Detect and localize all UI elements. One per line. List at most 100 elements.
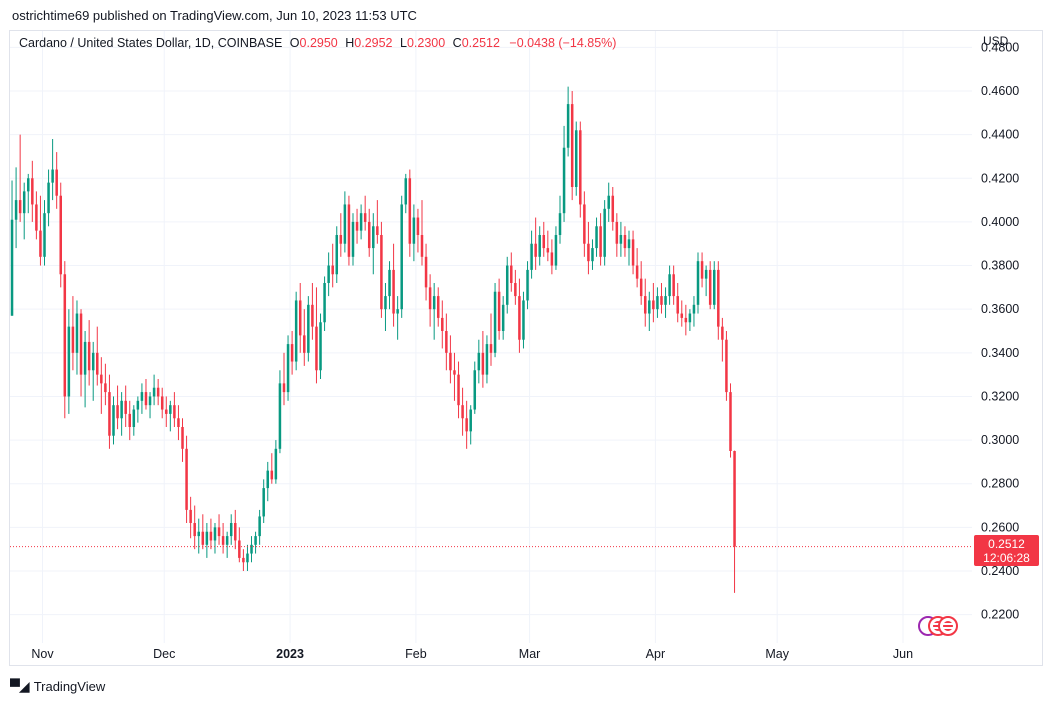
x-tick-label: Dec — [153, 647, 175, 661]
candle-body — [510, 265, 513, 283]
candle-body — [87, 341, 91, 371]
candle-body — [538, 235, 541, 257]
candle-body — [485, 344, 489, 375]
candle — [530, 230, 533, 279]
y-tick-label: 0.4600 — [981, 84, 1019, 98]
candle-body — [79, 313, 83, 375]
candle — [189, 496, 192, 539]
candle — [201, 514, 205, 550]
candle-body — [676, 296, 679, 314]
candle — [209, 518, 213, 550]
candle — [729, 383, 732, 458]
candle — [10, 180, 14, 316]
tradingview-logo[interactable]: ▀◢ TradingView — [10, 678, 105, 695]
candle-body — [242, 557, 245, 563]
candle — [14, 167, 18, 249]
candle — [136, 396, 140, 423]
candle — [47, 169, 50, 227]
candle — [652, 283, 655, 323]
candle-body — [717, 269, 720, 327]
candle-body — [83, 341, 87, 375]
candle — [554, 226, 558, 270]
candle — [696, 252, 700, 314]
candle — [319, 313, 322, 379]
candle-body — [132, 409, 136, 427]
candle-body — [481, 352, 485, 375]
candle-body — [266, 470, 270, 489]
candle-body — [591, 248, 594, 262]
candle-body — [156, 387, 160, 397]
candle — [242, 549, 245, 571]
candle — [160, 387, 164, 419]
currency-label[interactable]: USD — [983, 34, 1009, 48]
candle-body — [562, 147, 566, 214]
candle — [262, 479, 265, 523]
candle — [627, 230, 631, 266]
candle-body — [148, 396, 152, 406]
candle-body — [270, 470, 274, 480]
candle-body — [22, 191, 26, 214]
candle-body — [63, 274, 67, 397]
candle-body — [234, 523, 237, 541]
candle-body — [441, 317, 444, 331]
x-tick-label: 2023 — [276, 647, 304, 661]
candle — [100, 357, 103, 414]
candle-body — [489, 344, 493, 353]
candle — [376, 200, 379, 244]
candle-body — [177, 418, 180, 427]
y-tick-label: 0.4200 — [981, 171, 1019, 185]
candle — [660, 283, 663, 314]
candle-body — [262, 488, 265, 517]
candle-body — [282, 383, 286, 393]
candle-body — [639, 278, 643, 297]
candle — [116, 385, 119, 430]
open-label: O — [289, 36, 300, 50]
candle-body — [514, 283, 517, 297]
candle — [501, 296, 505, 340]
candle — [87, 320, 91, 386]
us-flag-icon[interactable] — [938, 616, 958, 636]
candle — [221, 523, 225, 554]
candle-body — [311, 304, 314, 327]
x-tick-label: Nov — [31, 647, 54, 661]
candle-body — [473, 370, 477, 410]
candle-body — [347, 204, 351, 257]
economic-events[interactable] — [918, 616, 962, 638]
x-tick-label: Feb — [405, 647, 427, 661]
candle — [75, 300, 79, 375]
candle-body — [696, 261, 700, 305]
candle-body — [708, 269, 712, 305]
candle-body — [680, 313, 684, 318]
candle-body — [445, 331, 448, 353]
candle — [725, 331, 728, 401]
candle — [298, 283, 302, 353]
candle — [449, 335, 452, 384]
candle — [112, 396, 115, 445]
candle-body — [91, 352, 95, 371]
candle-body — [603, 208, 606, 257]
chart-grid — [10, 31, 972, 643]
candle-body — [274, 448, 278, 480]
candle — [603, 200, 606, 266]
candle — [518, 278, 521, 353]
candle-body — [343, 204, 347, 244]
candle-body — [359, 213, 363, 231]
candle-body — [213, 527, 217, 541]
candle — [497, 278, 501, 340]
candle — [270, 453, 274, 484]
candle-body — [643, 296, 647, 314]
candle-body — [376, 226, 379, 235]
candle — [148, 392, 152, 419]
candle — [343, 191, 347, 253]
candle — [132, 405, 136, 436]
candle-body — [542, 235, 546, 249]
candle — [173, 392, 176, 427]
candle-body — [185, 448, 188, 510]
candle — [286, 335, 290, 401]
candle-body — [225, 536, 229, 545]
candle — [599, 213, 602, 266]
candle — [688, 309, 692, 331]
candle — [91, 341, 95, 401]
candle-body — [169, 405, 172, 414]
